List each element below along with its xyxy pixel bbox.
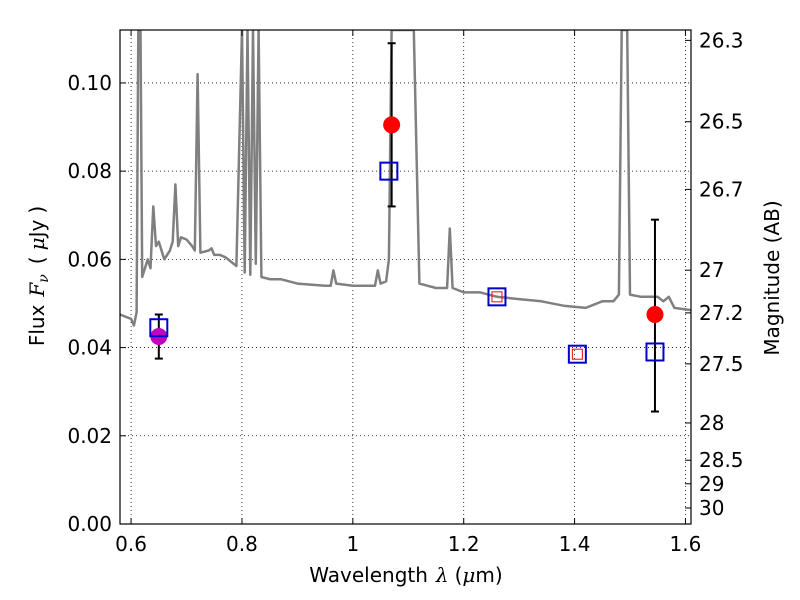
y-tick-label: 0.06 [67,247,112,271]
y2-tick-label: 26.5 [699,110,744,134]
y2-tick-label: 27.5 [699,352,744,376]
model-spectrum-line [120,30,691,327]
y2-tick-label: 30 [699,496,724,520]
y-tick-label: 0.00 [67,512,112,536]
observed-flux-point [646,305,664,323]
y2-tick-label: 27.2 [699,301,744,325]
model-flux-square [645,342,665,362]
model-flux-square [149,318,169,338]
plot-frame [119,29,692,525]
axis-ticks: 0.6 0.8 1 1.2 1.4 1.6 0.00 0.02 0.04 0.06 0.08 0.10… [67,28,743,556]
x-axis-label: Wavelength λ (μm) [309,563,502,587]
grid [120,30,691,525]
y2-tick-label: 27 [699,258,724,282]
y2-tick-label: 28.5 [699,448,744,472]
y2-axis-label: Magnitude (AB) [760,200,784,355]
y2-tick-label: 29 [699,472,724,496]
plot-area [120,30,691,413]
y-tick-label: 0.08 [67,159,112,183]
y2-tick-label: 28 [699,411,724,435]
x-tick-label: 1.2 [448,532,480,556]
y2-tick-label: 26.3 [699,28,744,52]
x-tick-label: 0.6 [115,532,147,556]
y-tick-label: 0.04 [67,336,112,360]
model-flux-square [567,344,587,364]
y-tick-label: 0.10 [67,71,112,95]
model-flux-square [487,287,507,307]
y-tick-label: 0.02 [67,424,112,448]
model-flux-square [379,161,399,181]
small-red-square [571,348,583,360]
x-tick-label: 1.4 [559,532,591,556]
y-axis-label: FluxFν(μJy) [25,206,52,346]
x-tick-label: 0.8 [226,532,258,556]
x-tick-label: 1 [346,532,359,556]
x-tick-label: 1.6 [670,532,702,556]
observed-flux-point [383,116,401,134]
small-red-square [491,291,503,303]
y2-tick-label: 26.7 [699,177,744,201]
